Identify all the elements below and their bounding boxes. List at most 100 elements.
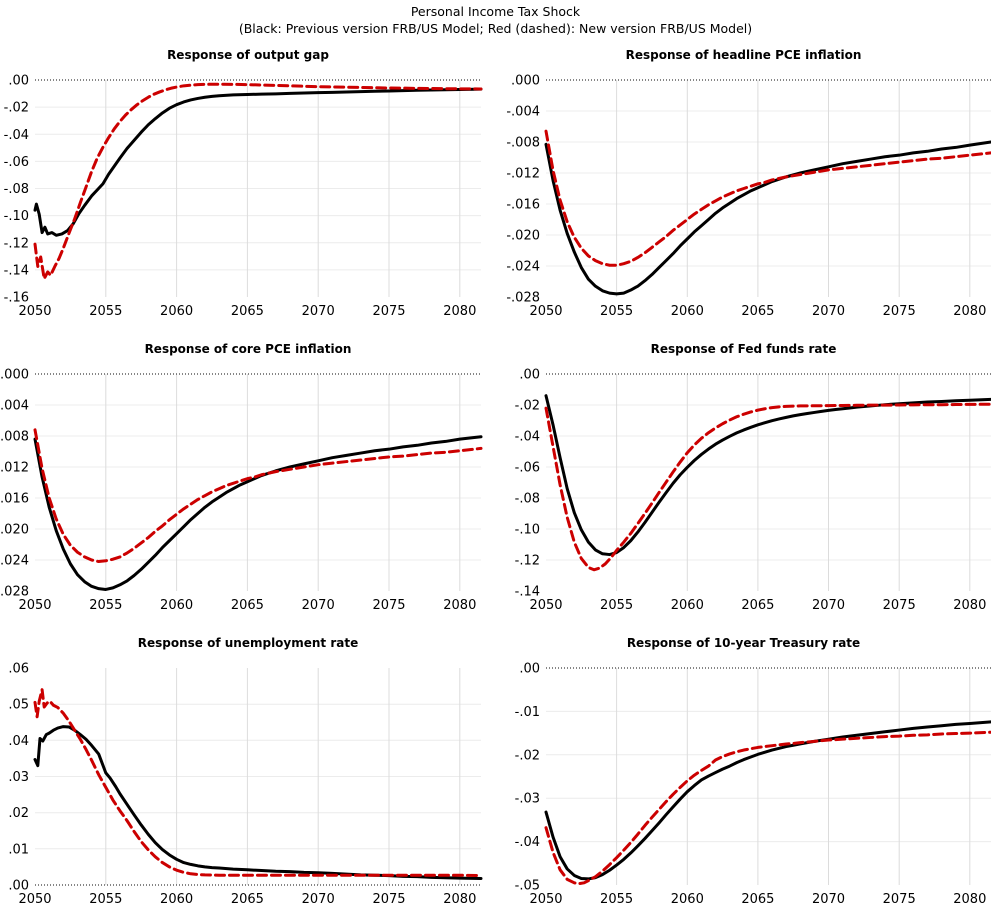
h-gridlines <box>35 703 481 850</box>
y-tick-label: -.028 <box>506 291 540 306</box>
y-tick-label: .00 <box>519 662 540 677</box>
x-tick-label: 2070 <box>812 598 845 613</box>
y-tick-label: -.004 <box>0 399 29 414</box>
v-gridlines <box>105 80 461 297</box>
y-tick-label: -.012 <box>0 461 29 476</box>
series-line-previous-version <box>33 725 483 880</box>
series-line-previous-version <box>33 435 483 591</box>
x-tick-label: 2050 <box>18 304 51 319</box>
y-tick-label: -.04 <box>515 835 540 850</box>
panel-title: Response of Fed funds rate <box>650 342 837 356</box>
panel-10-year-treasury-rate: Response of 10-year Treasury rate .00 -.0… <box>496 628 991 922</box>
x-tick-label: 2065 <box>741 598 774 613</box>
y-tick-label: -.02 <box>515 399 540 414</box>
x-tick-label: 2060 <box>671 598 704 613</box>
series-line-previous-version <box>544 140 991 296</box>
x-tick-label: 2080 <box>953 892 986 907</box>
series-line-new-version <box>33 428 483 564</box>
y-tick-label: .01 <box>8 842 29 857</box>
y-tick-label: -.16 <box>4 291 29 306</box>
series-line-previous-version <box>544 720 991 881</box>
y-tick-label: .06 <box>8 662 29 677</box>
series-line-previous-version <box>544 394 991 557</box>
x-tick-labels: 2050 2055 2060 2065 2070 2075 2080 <box>18 892 476 907</box>
x-tick-label: 2080 <box>443 892 476 907</box>
h-gridlines <box>546 710 991 843</box>
y-tick-label: .03 <box>8 770 29 785</box>
series-line-new-version <box>544 730 991 886</box>
panel-unemployment-rate: Response of unemployment rate .06 .05 .04.… <box>0 628 496 922</box>
y-tick-label: .00 <box>8 74 29 89</box>
y-tick-label: -.10 <box>515 523 540 538</box>
y-tick-label: -.016 <box>506 198 540 213</box>
panel-title: Response of core PCE inflation <box>144 342 352 356</box>
series-line-previous-version <box>33 87 483 237</box>
y-tick-label: .000 <box>0 368 29 383</box>
y-tick-label: -.020 <box>0 523 29 538</box>
x-tick-label: 2055 <box>89 598 122 613</box>
x-tick-labels: 2050 2055 2060 2065 2070 2075 2080 <box>18 598 476 613</box>
y-tick-label: -.14 <box>515 585 540 600</box>
x-tick-label: 2050 <box>529 304 562 319</box>
x-tick-label: 2075 <box>372 598 405 613</box>
y-tick-label: -.024 <box>506 260 540 275</box>
x-tick-label: 2070 <box>812 304 845 319</box>
panel-grid: Response of output gap .00 -.02 -.04 -.06 -.… <box>0 40 991 922</box>
h-gridlines <box>35 404 481 561</box>
y-tick-label: .05 <box>8 698 29 713</box>
x-tick-label: 2060 <box>671 304 704 319</box>
chart-canvas-headline-pce-inflation: .000-.004-.008-.012-.016-.020-.024-.0282… <box>506 74 991 319</box>
x-tick-label: 2080 <box>953 598 986 613</box>
series-line-new-version <box>544 402 991 572</box>
h-gridlines <box>35 106 481 271</box>
y-tick-label: -.12 <box>515 554 540 569</box>
y-tick-label: -.008 <box>506 136 540 151</box>
x-tick-label: 2065 <box>741 892 774 907</box>
y-tick-label: -.05 <box>515 879 540 894</box>
y-tick-labels: .00 -.02 -.04 -.06 -.08 -.10 -.12 -.14 -.16 <box>4 74 29 306</box>
panel-headline-pce-inflation: Response of headline PCE inflation .000 -… <box>496 40 991 334</box>
x-tick-label: 2055 <box>600 598 633 613</box>
x-tick-label: 2080 <box>443 598 476 613</box>
x-tick-labels: 2050 2055 2060 2065 2070 2075 2080 <box>18 304 476 319</box>
y-tick-label: -.10 <box>4 209 29 224</box>
panel-title: Response of 10-year Treasury rate <box>626 636 861 650</box>
panel-core-pce-inflation: Response of core PCE inflation .000 -.004… <box>0 334 496 628</box>
y-tick-label: .02 <box>8 806 29 821</box>
v-gridlines <box>616 668 971 885</box>
y-tick-label: -.004 <box>506 105 540 120</box>
series-line-new-version <box>33 688 483 878</box>
y-tick-label: -.14 <box>4 263 29 278</box>
y-tick-label: -.12 <box>4 236 29 251</box>
y-tick-labels: .000 -.004 -.008 -.012 -.016 -.020 -.024 -.028 <box>506 74 540 306</box>
y-tick-label: .00 <box>519 368 540 383</box>
series-line-new-version <box>33 82 483 281</box>
panel-title: Response of headline PCE inflation <box>625 48 862 62</box>
y-tick-label: -.06 <box>4 155 29 170</box>
y-tick-label: -.02 <box>515 748 540 763</box>
x-tick-label: 2060 <box>160 304 193 319</box>
x-tick-label: 2055 <box>89 304 122 319</box>
y-tick-label: -.008 <box>0 430 29 445</box>
x-tick-labels: 2050 2055 2060 2065 2070 2075 2080 <box>529 304 986 319</box>
figure-subtitle-legend: (Black: Previous version FRB/US Model; R… <box>238 21 753 36</box>
x-tick-label: 2075 <box>883 892 916 907</box>
x-tick-label: 2060 <box>160 598 193 613</box>
panel-fed-funds-rate: Response of Fed funds rate .00 -.02 -.04 -.… <box>496 334 991 628</box>
x-tick-label: 2050 <box>529 892 562 907</box>
y-tick-label: -.024 <box>0 554 29 569</box>
x-tick-label: 2070 <box>812 892 845 907</box>
y-tick-label: -.03 <box>515 792 540 807</box>
y-tick-labels: .00 -.02 -.04 -.06 -.08 -.10 -.12 -.14 <box>515 368 540 600</box>
y-tick-label: -.04 <box>515 430 540 445</box>
x-tick-label: 2075 <box>883 598 916 613</box>
x-tick-label: 2055 <box>89 892 122 907</box>
x-tick-labels: 2050 2055 2060 2065 2070 2075 2080 <box>529 892 986 907</box>
x-tick-label: 2075 <box>883 304 916 319</box>
y-tick-label: -.012 <box>506 167 540 182</box>
y-tick-label: -.08 <box>515 492 540 507</box>
x-tick-label: 2050 <box>18 598 51 613</box>
